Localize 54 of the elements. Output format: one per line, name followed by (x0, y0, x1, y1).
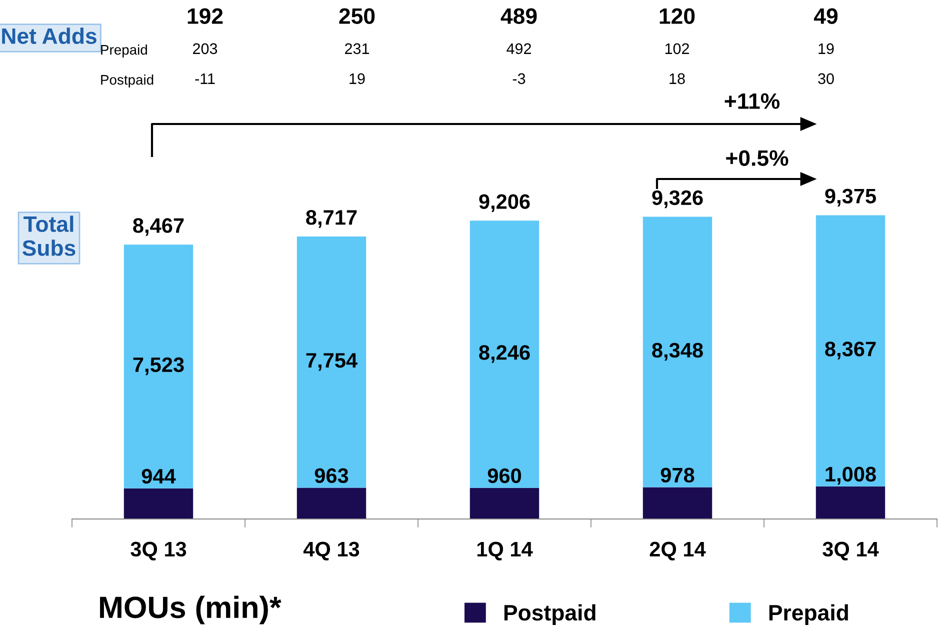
data-label: 963 (314, 468, 348, 484)
text: -3 (512, 73, 526, 84)
data-label: 7,523 (133, 357, 184, 376)
x-tick-label: 2Q 14 (650, 542, 706, 560)
data-label: 8,367 (825, 342, 876, 360)
text: 489 (500, 8, 537, 24)
data-label: 8,348 (652, 342, 703, 361)
bar (816, 215, 886, 486)
x-tick-label: 4Q 13 (303, 542, 360, 560)
total-label: 9,206 (479, 194, 530, 212)
text: 231 (345, 43, 369, 54)
bar (124, 244, 194, 488)
bar (296, 236, 366, 488)
total-label: 9,375 (825, 188, 876, 206)
text: 120 (660, 8, 695, 24)
text: +11% (724, 93, 780, 109)
x-tick-label: 3Q 13 (130, 542, 186, 560)
text: Prepaid (101, 44, 147, 58)
bar (642, 487, 712, 519)
text: 19 (818, 43, 834, 54)
bar (470, 220, 540, 488)
data-label: 944 (142, 468, 176, 484)
text: -11 (195, 73, 215, 84)
text: 192 (188, 8, 223, 24)
bar (642, 216, 712, 488)
text: 30 (818, 73, 834, 84)
text: 492 (506, 43, 531, 54)
x-tick-label: 3Q 14 (822, 542, 879, 560)
text: +0.5% (726, 150, 788, 166)
text: 102 (665, 43, 689, 54)
text: 250 (339, 8, 375, 24)
data-label: 978 (660, 468, 694, 483)
text: 49 (814, 8, 838, 24)
total-label: 8,467 (133, 218, 184, 236)
text: 19 (350, 73, 365, 84)
bar (816, 486, 886, 519)
text: 18 (670, 73, 685, 84)
bar (296, 488, 366, 519)
data-label: 1,008 (826, 466, 876, 485)
text: 203 (193, 43, 218, 54)
bar (470, 488, 540, 519)
total-label: 9,326 (652, 190, 703, 208)
data-label: 960 (488, 468, 522, 484)
text: MOUs (min)* (100, 596, 282, 624)
bar (124, 488, 194, 519)
text: Net Adds (2, 28, 96, 44)
data-label: 8,246 (479, 345, 530, 363)
data-label: 7,754 (306, 353, 358, 371)
annotation: Total Subs (22, 216, 76, 256)
x-tick-label: 1Q 14 (477, 542, 533, 560)
legend-label: Prepaid (769, 604, 848, 625)
text: Postpaid (101, 74, 154, 88)
total-label: 8,717 (306, 210, 357, 228)
legend-label: Postpaid (504, 604, 596, 625)
